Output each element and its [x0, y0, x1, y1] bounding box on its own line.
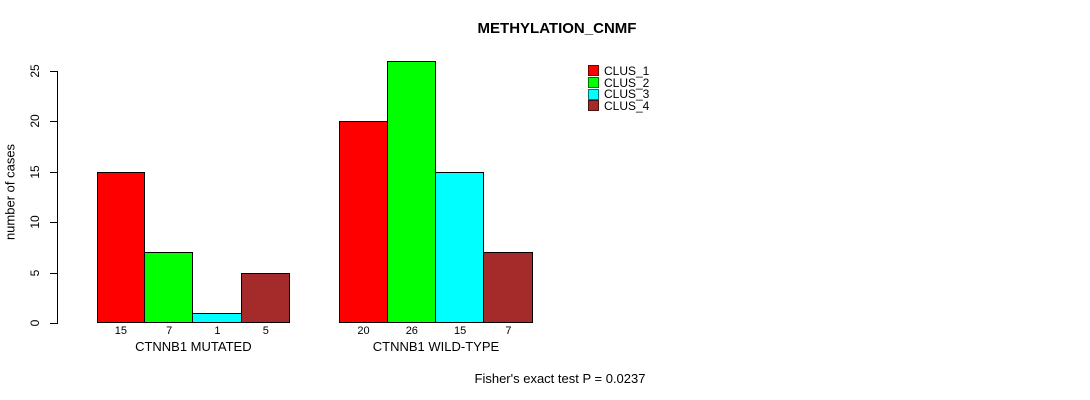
footer-annotation: Fisher's exact test P = 0.0237 — [474, 371, 646, 386]
legend-swatch — [588, 88, 599, 100]
y-axis-line — [57, 71, 58, 324]
y-tick — [50, 222, 57, 224]
legend-item: CLUS_3 — [588, 88, 649, 100]
legend: CLUS_1 CLUS_2 CLUS_3 CLUS_4 — [588, 65, 649, 112]
legend-swatch — [588, 100, 599, 112]
legend-item: CLUS_2 — [588, 77, 649, 89]
bar — [386, 60, 436, 323]
legend-label: CLUS_3 — [604, 87, 650, 102]
y-tick — [50, 171, 57, 173]
chart-title: METHYLATION_CNMF — [477, 20, 637, 37]
bar-value-label: 5 — [262, 325, 269, 337]
bar — [144, 252, 194, 323]
legend-label: CLUS_2 — [604, 75, 650, 90]
bar — [339, 121, 388, 323]
y-tick — [50, 121, 57, 123]
group-label: CTNNB1 WILD-TYPE — [372, 339, 500, 354]
bar-value-label: 15 — [114, 325, 127, 337]
y-tick-label: 25 — [28, 64, 42, 78]
bar-value-label: 15 — [454, 325, 467, 337]
bar — [483, 252, 533, 323]
bar-value-label: 7 — [166, 325, 173, 337]
legend-item: CLUS_1 — [588, 65, 649, 77]
bar-value-label: 7 — [505, 325, 512, 337]
y-axis-label: number of cases — [2, 143, 18, 241]
bar — [192, 312, 242, 323]
group-label: CTNNB1 MUTATED — [135, 339, 252, 354]
y-tick — [50, 323, 57, 324]
legend-label: CLUS_4 — [604, 98, 650, 113]
y-tick-label: 20 — [28, 114, 42, 129]
y-tick — [50, 71, 57, 72]
bar-value-label: 26 — [405, 325, 418, 337]
legend-swatch — [588, 77, 599, 89]
y-tick-label: 5 — [28, 269, 42, 276]
bar-value-label: 20 — [357, 325, 370, 337]
bar-value-label: 1 — [214, 325, 221, 337]
legend-swatch — [588, 65, 599, 77]
legend-item: CLUS_4 — [588, 100, 649, 112]
bar — [240, 272, 290, 323]
bar — [96, 171, 145, 323]
y-tick-label: 15 — [28, 165, 42, 179]
y-tick-label: 10 — [28, 215, 42, 229]
y-tick-label: 0 — [28, 319, 42, 327]
bar — [434, 171, 485, 323]
legend-label: CLUS_1 — [604, 63, 650, 78]
y-tick — [50, 272, 57, 274]
